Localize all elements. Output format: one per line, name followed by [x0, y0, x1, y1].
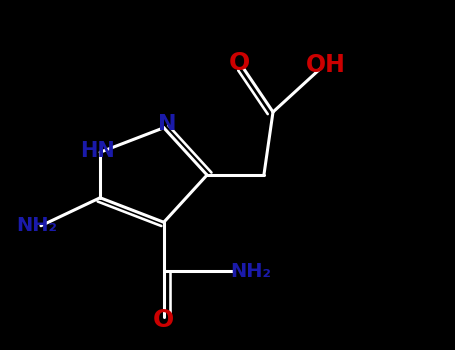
Text: NH₂: NH₂ — [16, 216, 57, 235]
Text: O: O — [228, 51, 249, 75]
Text: N: N — [158, 114, 177, 134]
Text: HN: HN — [81, 140, 115, 161]
Text: OH: OH — [305, 53, 345, 77]
Text: O: O — [153, 308, 174, 332]
Text: NH₂: NH₂ — [230, 262, 271, 281]
